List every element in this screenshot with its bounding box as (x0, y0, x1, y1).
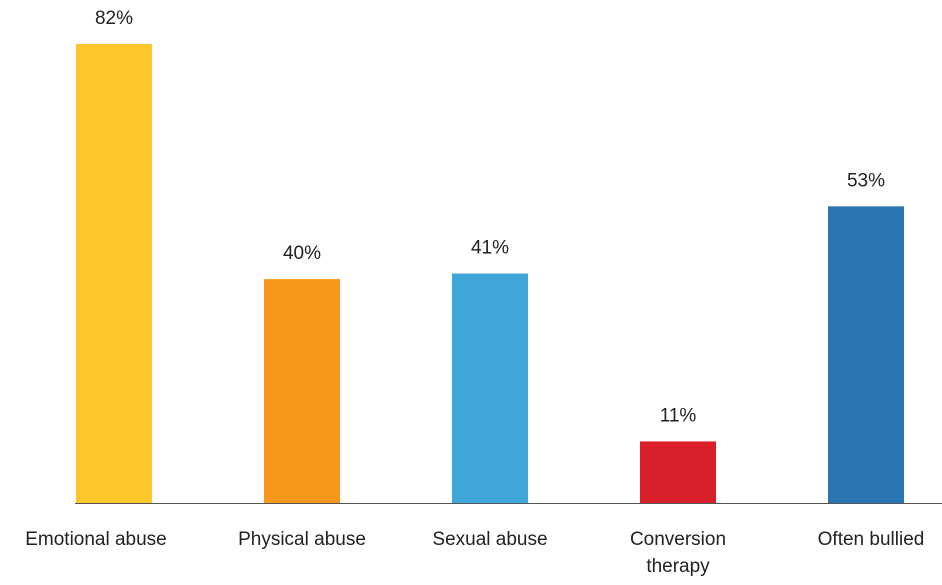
bar-value-label-3: 11% (660, 405, 697, 426)
category-label-2: Sexual abuse (432, 529, 547, 550)
category-label-3-line-1: therapy (646, 556, 710, 577)
category-label-0: Emotional abuse (25, 529, 167, 550)
bar-value-label-2: 41% (471, 238, 509, 259)
category-labels-group: Emotional abuse Physical abuse Sexual abus… (25, 529, 924, 577)
bars-group (76, 44, 904, 503)
bar-3 (640, 441, 716, 503)
category-label-4: Often bullied (818, 529, 925, 550)
category-label-1: Physical abuse (238, 529, 366, 550)
bar-2 (452, 273, 528, 503)
bar-value-label-0: 82% (95, 8, 133, 29)
value-labels-group: 82% 40% 41% 11% 53% (95, 8, 885, 426)
category-label-3-line-0: Conversion (630, 529, 726, 550)
bar-1 (264, 279, 340, 503)
bar-0 (76, 44, 152, 503)
bar-4 (828, 206, 904, 503)
bar-value-label-4: 53% (847, 170, 885, 191)
bar-value-label-1: 40% (283, 243, 321, 264)
